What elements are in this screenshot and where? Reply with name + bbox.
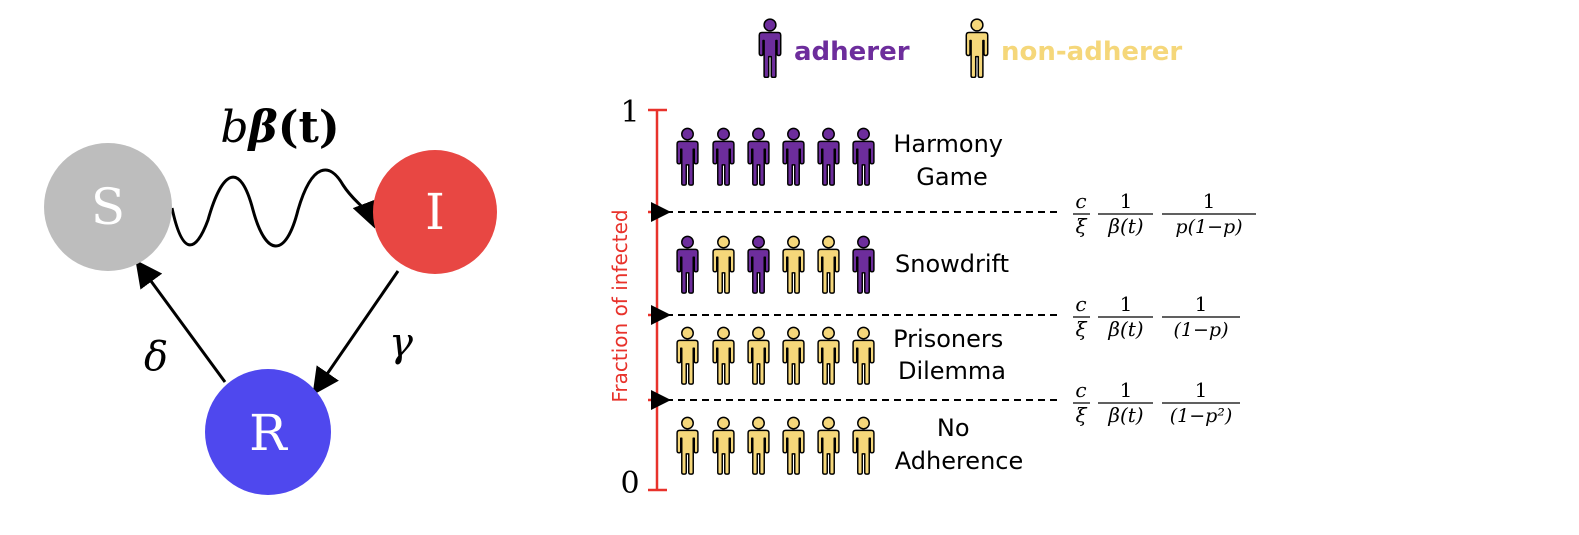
- adherer-legend-icon: [758, 18, 782, 78]
- region-label-line: Game: [916, 163, 987, 191]
- formula-beta: β(t): [1107, 317, 1143, 341]
- formula-denominator: p(1−p): [1175, 216, 1242, 238]
- formula-one: 1: [1120, 189, 1133, 213]
- recovered-label: R: [249, 404, 288, 462]
- formula-xi: ξ: [1075, 317, 1087, 341]
- infection-wave-arrow: [170, 168, 378, 248]
- axis-bottom-label: 0: [620, 466, 639, 501]
- non-adherer-person-icon: [782, 326, 805, 385]
- region-label: Prisoners Dilemma: [893, 325, 1011, 385]
- adherer-person-icon: [747, 235, 770, 294]
- recovered-node: [205, 369, 331, 495]
- region-label: No Adherence: [895, 414, 1023, 475]
- region-label-line: Adherence: [895, 447, 1023, 475]
- formula-c: c: [1075, 378, 1086, 402]
- infected-node: [373, 150, 497, 274]
- non-adherer-person-icon: [676, 326, 699, 385]
- susceptible-label: S: [91, 178, 125, 236]
- infection-rate-label: bβ(t): [220, 102, 339, 153]
- formula-one: 1: [1195, 292, 1208, 316]
- region-label-line: Prisoners: [893, 325, 1003, 353]
- non-adherer-person-icon: [782, 416, 805, 475]
- recovery-rate-label: γ: [389, 320, 413, 366]
- region-label-line: Dilemma: [898, 357, 1006, 385]
- adherer-person-icon: [852, 235, 875, 294]
- non-adherer-person-icon: [852, 416, 875, 475]
- axis-top-label: 1: [620, 95, 639, 130]
- adherer-person-icon: [747, 127, 770, 186]
- non-adherer-person-icon: [712, 235, 735, 294]
- population-rows: [676, 127, 875, 475]
- waning-rate-label: δ: [144, 334, 168, 380]
- adherer-person-icon: [676, 235, 699, 294]
- adherer-person-icon: [712, 127, 735, 186]
- region-label-line: No: [937, 414, 970, 442]
- formula-one: 1: [1120, 292, 1133, 316]
- formula-denominator: (1−p): [1174, 319, 1229, 341]
- formula-one: 1: [1195, 378, 1208, 402]
- non-adherer-person-icon: [817, 326, 840, 385]
- infection-rate-arg: (t): [278, 102, 340, 153]
- fraction-axis: 1 0 Fraction of infected: [608, 95, 667, 501]
- non-adherer-person-icon: [712, 326, 735, 385]
- region-labels: Harmony Game Snowdrift Prisoners Dilemma…: [893, 130, 1023, 475]
- formula-xi: ξ: [1075, 403, 1087, 427]
- adherer-person-icon: [782, 127, 805, 186]
- non-adherer-legend-icon: [965, 18, 989, 78]
- non-adherer-person-icon: [852, 326, 875, 385]
- non-adherer-person-icon: [676, 416, 699, 475]
- region-label: Harmony Game: [893, 130, 1010, 191]
- infection-rate-beta: β: [246, 102, 277, 153]
- infected-label: I: [425, 183, 445, 241]
- formula-one: 1: [1203, 189, 1216, 213]
- non-adherer-person-icon: [817, 416, 840, 475]
- adherer-legend-label: adherer: [794, 37, 910, 67]
- non-adherer-legend-label: non-adherer: [1001, 37, 1182, 67]
- region-label: Snowdrift: [895, 250, 1009, 278]
- formula-c: c: [1075, 292, 1086, 316]
- adherer-person-icon: [676, 127, 699, 186]
- axis-title: Fraction of infected: [608, 209, 632, 402]
- threshold-arrows: [651, 202, 1057, 410]
- non-adherer-person-icon: [712, 416, 735, 475]
- infection-rate-b: b: [220, 102, 248, 153]
- non-adherer-person-icon: [817, 235, 840, 294]
- non-adherer-person-icon: [747, 416, 770, 475]
- susceptible-node: [44, 143, 172, 271]
- adherer-person-icon: [817, 127, 840, 186]
- formula-denominator: (1−p²): [1170, 405, 1233, 427]
- non-adherer-person-icon: [782, 235, 805, 294]
- sir-model: S I R bβ(t) γ δ: [44, 102, 497, 495]
- legend: adherer non-adherer: [758, 18, 1182, 78]
- formula-one: 1: [1120, 378, 1133, 402]
- formula-beta: β(t): [1107, 214, 1143, 238]
- formula-beta: β(t): [1107, 403, 1143, 427]
- threshold-formulas: cξ1β(t)1p(1−p)cξ1β(t)1(1−p)cξ1β(t)1(1−p²…: [1073, 189, 1256, 427]
- waning-arrow: [135, 259, 227, 383]
- adherer-person-icon: [852, 127, 875, 186]
- formula-c: c: [1075, 189, 1086, 213]
- recovery-arrow: [312, 270, 400, 396]
- formula-xi: ξ: [1075, 214, 1087, 238]
- non-adherer-person-icon: [747, 326, 770, 385]
- region-label-line: Harmony: [893, 130, 1003, 158]
